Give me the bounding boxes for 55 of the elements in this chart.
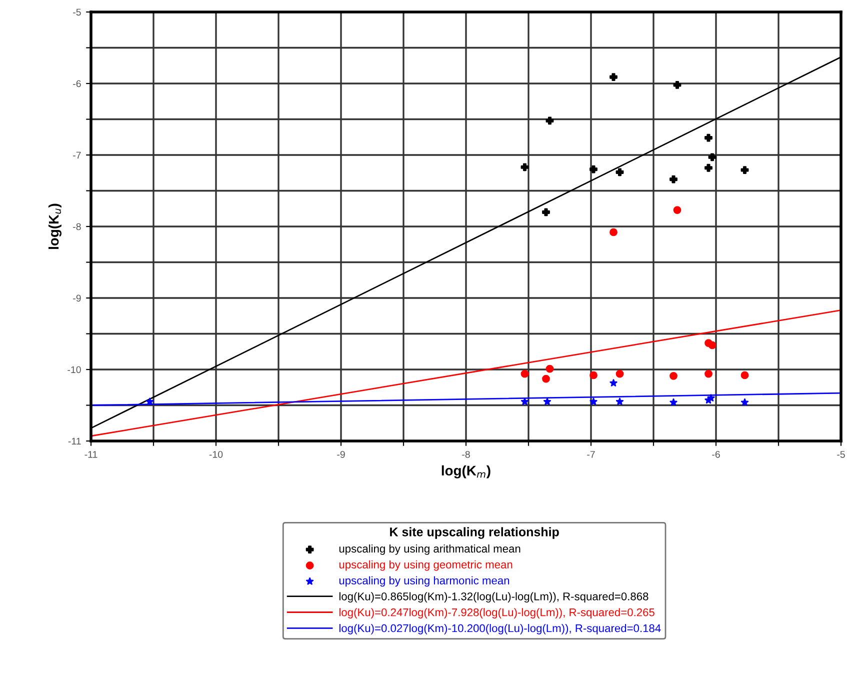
- x-tick-label: -11: [84, 451, 98, 458]
- point: [590, 398, 598, 406]
- point: [704, 164, 712, 172]
- legend-label: upscaling by using harmonic mean: [339, 576, 510, 587]
- x-tick-label: -9: [337, 450, 345, 458]
- point: [670, 398, 678, 406]
- y-axis-title: log(K$_{u}$): [48, 204, 62, 249]
- legend-label: log(Ku)=0.027log(Km)-10.200(log(Lu)-log(Lm)), R-squared=0.184: [339, 624, 661, 634]
- point: [708, 341, 716, 350]
- point: [704, 370, 712, 378]
- point: [590, 165, 598, 174]
- x-tick-label: -6: [712, 450, 720, 458]
- y-tick-label: -9: [73, 294, 81, 302]
- y-tick-label: -5: [73, 8, 81, 16]
- point: [673, 206, 682, 214]
- point: [590, 371, 598, 380]
- point: [542, 374, 550, 383]
- y-tick-label: -8: [73, 223, 81, 230]
- x-tick-label: -10: [209, 450, 223, 458]
- y-tick-label: -6: [73, 80, 81, 88]
- legend-title: K site upscaling relationship: [390, 527, 559, 539]
- x-tick-label: -5: [837, 451, 845, 458]
- point: [616, 168, 624, 176]
- y-tick-label: -11: [68, 438, 81, 445]
- point: [616, 370, 624, 378]
- point: [740, 166, 749, 174]
- point: [520, 163, 529, 172]
- point: [740, 398, 749, 406]
- x-axis-title: log(K$_{m}$): [442, 465, 490, 478]
- point: [146, 398, 154, 406]
- point: [610, 228, 618, 236]
- point: [546, 364, 554, 373]
- point: [704, 134, 712, 142]
- point: [673, 80, 682, 89]
- legend-label: upscaling by using geometric mean: [339, 560, 512, 571]
- y-tick-label: -7: [73, 152, 81, 159]
- point: [670, 372, 678, 380]
- point: [610, 73, 618, 82]
- point: [707, 394, 715, 402]
- point: [616, 398, 624, 406]
- x-tick-label: -8: [462, 450, 470, 458]
- point: [708, 153, 716, 162]
- y-tick-label: -10: [68, 366, 81, 374]
- point: [520, 398, 529, 406]
- point: [543, 398, 552, 406]
- point: [740, 371, 749, 380]
- legend-label: log(Ku)=0.865log(Km)-1.32(log(Lu)-log(Lm)), R-squared=0.868: [339, 592, 648, 603]
- legend-label: upscaling by using arithmatical mean: [339, 544, 520, 555]
- x-tick-label: -7: [587, 451, 595, 458]
- point: [542, 208, 550, 216]
- point: [670, 175, 678, 184]
- point: [546, 116, 554, 125]
- point: [520, 370, 529, 378]
- legend-label: log(Ku)=0.247log(Km)-7.928(log(Lu)-log(Lm)), R-squared=0.265: [339, 608, 654, 618]
- point: [610, 379, 618, 386]
